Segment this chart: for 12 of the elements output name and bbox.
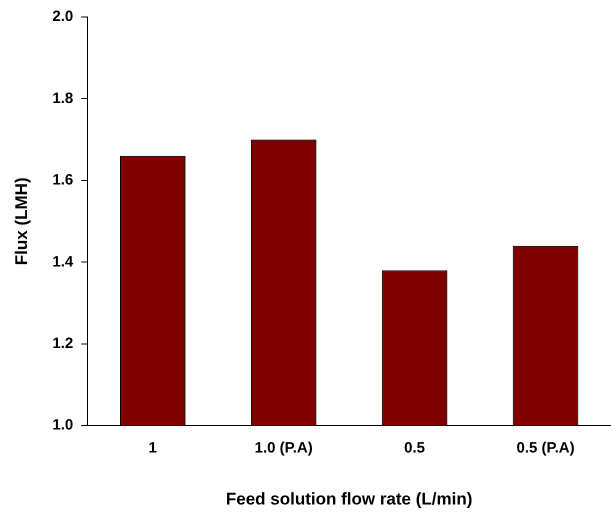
y-tick-label: 2.0 bbox=[52, 8, 74, 26]
y-axis-title: Flux (LMH) bbox=[12, 177, 31, 266]
x-tick-label: 1 bbox=[148, 440, 157, 457]
x-tick-label: 0.5 bbox=[404, 440, 426, 457]
y-tick-label: 1.8 bbox=[52, 90, 74, 107]
y-tick-label: 1.6 bbox=[52, 172, 74, 189]
x-axis-title: Feed solution flow rate (L/min) bbox=[226, 489, 472, 508]
y-tick-label: 1.2 bbox=[52, 335, 74, 352]
x-tick-label: 1.0 (P.A) bbox=[254, 440, 313, 457]
y-tick-label: 1.4 bbox=[52, 253, 74, 270]
x-tick-label: 0.5 (P.A) bbox=[516, 440, 575, 457]
y-tick-label: 1.0 bbox=[52, 416, 74, 434]
